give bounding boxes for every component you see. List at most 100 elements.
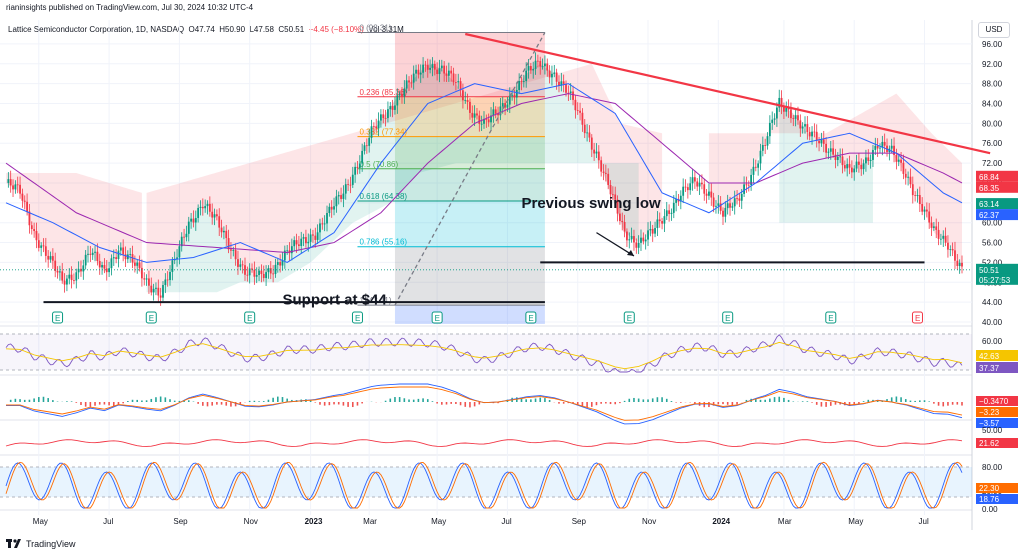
candle-body bbox=[940, 238, 942, 240]
symbol-legend[interactable]: Lattice Semiconductor Corporation, 1D, N… bbox=[8, 25, 404, 34]
candle-body bbox=[804, 124, 806, 127]
candle-body bbox=[483, 118, 485, 124]
candle-body bbox=[459, 81, 462, 91]
candle-body bbox=[440, 65, 443, 69]
candle-body bbox=[183, 236, 185, 238]
candle-body bbox=[276, 262, 279, 265]
price-badge: 50.51 bbox=[976, 263, 1018, 275]
macd-histogram-bar bbox=[576, 402, 579, 405]
candle-body bbox=[872, 149, 874, 160]
fib-level-label: 0 (98.31) bbox=[359, 23, 391, 32]
fib-zone bbox=[394, 136, 545, 169]
price-badge-label: 05:27:53 bbox=[979, 276, 1011, 285]
candle-body bbox=[190, 218, 193, 222]
time-axis-tick: 2024 bbox=[712, 517, 730, 526]
stoch-badge-bg bbox=[976, 494, 1018, 504]
candle-body bbox=[115, 257, 118, 259]
candle-body bbox=[267, 268, 270, 273]
macd-histogram-bar bbox=[141, 400, 143, 402]
candle-body bbox=[544, 63, 546, 67]
candle-body bbox=[323, 223, 326, 225]
price-axis-tick: 40.00 bbox=[982, 318, 1003, 327]
candle-body bbox=[44, 246, 47, 256]
fib-trend-connector bbox=[394, 32, 546, 306]
candle-body bbox=[354, 166, 357, 175]
candle-body bbox=[169, 271, 171, 281]
price-badge: 68.84 bbox=[976, 170, 1018, 182]
time-axis-tick: Jul bbox=[919, 517, 929, 526]
macd-histogram-bar bbox=[225, 402, 228, 406]
candle-body bbox=[365, 145, 368, 147]
ohlc-low: L47.58 bbox=[249, 25, 274, 34]
candle-body bbox=[757, 163, 760, 168]
candle-body bbox=[902, 162, 905, 174]
macd-histogram-bar bbox=[272, 397, 274, 402]
candle-body bbox=[129, 254, 132, 255]
candle-body bbox=[536, 60, 539, 62]
candle-body bbox=[860, 164, 863, 170]
macd-histogram-bar bbox=[75, 402, 78, 403]
macd-histogram-bar bbox=[909, 400, 912, 402]
price-axis-tick: 52.00 bbox=[982, 258, 1003, 267]
macd-histogram-bar bbox=[726, 402, 729, 405]
macd-histogram-bar bbox=[862, 401, 865, 402]
price-badge-label: 62.37 bbox=[979, 211, 1000, 220]
candle-body bbox=[522, 81, 525, 82]
candle-body bbox=[417, 69, 420, 75]
macd-histogram-bar bbox=[220, 402, 223, 405]
macd-histogram-bar bbox=[403, 398, 406, 402]
macd-histogram-bar bbox=[19, 399, 21, 402]
candle-body bbox=[846, 164, 849, 169]
candle-body bbox=[344, 184, 347, 194]
macd-histogram-bar bbox=[562, 402, 565, 404]
candle-body bbox=[921, 204, 924, 212]
macd-histogram-bar bbox=[951, 402, 954, 405]
macd-histogram-bar bbox=[956, 402, 959, 405]
candle-body bbox=[918, 195, 921, 205]
macd-histogram-bar bbox=[136, 399, 139, 402]
earnings-marker-label: E bbox=[247, 314, 252, 323]
price-axis-tick: 72.00 bbox=[982, 159, 1003, 168]
macd-histogram-bar bbox=[605, 402, 607, 404]
candle-body bbox=[670, 212, 673, 214]
candle-body bbox=[429, 67, 432, 70]
candle-body bbox=[511, 94, 514, 96]
candle-body bbox=[101, 265, 103, 268]
candle-body bbox=[124, 254, 127, 260]
candle-body bbox=[253, 269, 256, 277]
candle-body bbox=[403, 88, 406, 97]
candle-body bbox=[759, 150, 762, 164]
candle-body bbox=[633, 236, 635, 243]
macd-histogram-bar bbox=[155, 397, 157, 402]
candle-body bbox=[466, 100, 469, 102]
candle-body bbox=[848, 164, 851, 168]
candle-body bbox=[422, 64, 424, 73]
fib-level-label: 0.236 (85.36) bbox=[359, 88, 407, 97]
macd-histogram-bar bbox=[248, 400, 251, 402]
candle-body bbox=[778, 97, 781, 108]
candle-body bbox=[719, 203, 722, 211]
stoch-badge: 22.30 bbox=[976, 483, 1018, 493]
candle-body bbox=[654, 228, 656, 234]
macd-histogram-bar bbox=[70, 401, 73, 402]
candle-body bbox=[565, 83, 567, 93]
candle-body bbox=[644, 239, 647, 242]
candle-body bbox=[265, 272, 267, 279]
stoch-axis-tick: 0.00 bbox=[982, 505, 998, 514]
macd-histogram-bar bbox=[42, 396, 45, 402]
macd-histogram-bar bbox=[445, 402, 448, 405]
candle-body bbox=[701, 182, 703, 185]
candle-body bbox=[883, 141, 886, 146]
candle-body bbox=[246, 274, 249, 276]
currency-selector[interactable]: USD bbox=[978, 22, 1010, 38]
supertrend-red-fill bbox=[6, 173, 142, 283]
candle-body bbox=[691, 177, 694, 184]
annotation-support: Support at $44 bbox=[282, 292, 387, 309]
candle-body bbox=[445, 73, 448, 76]
candle-body bbox=[555, 72, 558, 82]
annotation-arrow bbox=[596, 232, 635, 257]
macd-badge-label: −3.57 bbox=[979, 419, 1000, 428]
candle-body bbox=[333, 206, 335, 210]
macd-histogram-bar bbox=[619, 402, 621, 404]
